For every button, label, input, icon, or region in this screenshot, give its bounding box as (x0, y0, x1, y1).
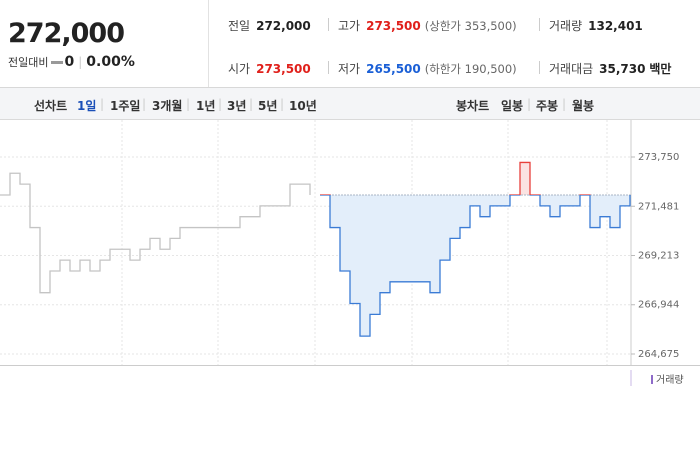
y-tick-label: 271,481 (638, 201, 679, 212)
info-item: 고가 273,500 (상한가 353,500) (328, 17, 517, 34)
tab-group-label: 선차트 (34, 99, 68, 113)
tab-group-label: 봉차트 (456, 99, 490, 113)
info-value: 35,730 (599, 62, 646, 76)
y-tick-label: 269,213 (638, 250, 679, 261)
volume-strip: 거래량 (0, 365, 700, 389)
y-tick-label: 264,675 (638, 349, 679, 360)
tab[interactable]: 1년 (196, 99, 216, 113)
info-note: (하한가 190,500) (424, 62, 517, 76)
info-label: 시가 (228, 62, 251, 76)
info-label: 전일 (228, 19, 251, 33)
tab[interactable]: 10년 (289, 99, 317, 113)
info-value: 272,000 (256, 19, 311, 33)
info-value: 273,500 (256, 62, 311, 76)
legend-swatch (651, 375, 653, 384)
tab[interactable]: 1일 (77, 99, 97, 113)
tab[interactable]: 월봉 (572, 99, 595, 113)
info-value: 273,500 (366, 19, 421, 33)
info-label: 거래대금 (549, 62, 594, 76)
change-label: 전일대비 (8, 56, 49, 69)
tab[interactable]: 3년 (227, 99, 247, 113)
tab[interactable]: 주봉 (536, 99, 559, 113)
price: 272,000 (8, 18, 125, 49)
summary-panel: 272,000 전일대비 0 | 0.00% 전일 272,000 고가 273,500(… (0, 0, 700, 88)
price-line (320, 161, 631, 337)
price-line (0, 172, 311, 294)
price-box: 272,000 전일대비 0 | 0.00% (0, 0, 209, 87)
info-label: 저가 (338, 62, 361, 76)
info-item: 거래대금 35,730 백만 (539, 60, 672, 77)
volume-legend: 거래량 (630, 370, 684, 386)
info-item: 거래량 132,401 (539, 17, 643, 34)
vertical-grid (121, 120, 608, 365)
legend-label: 거래량 (656, 374, 684, 386)
y-tick-label: 266,944 (638, 300, 679, 311)
info-note: (상한가 353,500) (424, 19, 517, 33)
info-label: 고가 (338, 19, 361, 33)
tab-bar: 선차트 1일 | 1주일 | 3개월 | 1년 | 3년 | 5년 | 10년 … (0, 88, 700, 120)
tab[interactable]: 1주일 (110, 99, 141, 113)
tab[interactable]: 일봉 (501, 99, 524, 113)
info-unit: 백만 (649, 62, 672, 76)
tab[interactable]: 5년 (258, 99, 278, 113)
info-item: 전일 272,000 (228, 17, 311, 34)
y-tick-label: 273,750 (638, 152, 679, 163)
info-item: 시가 273,500 (228, 60, 311, 77)
chart: 273,750 271,481 269,213 266,944 264,675 (0, 120, 679, 365)
info-item: 저가 265,500 (하한가 190,500) (328, 60, 517, 77)
area (320, 162, 630, 337)
info-label: 거래량 (549, 19, 583, 33)
change-rate: 0.00% (86, 54, 135, 70)
tab[interactable]: 3개월 (152, 99, 183, 113)
change: 전일대비 0 | 0.00% (8, 54, 135, 70)
change-value: 0 (64, 54, 75, 70)
info-value: 265,500 (366, 62, 421, 76)
info-value: 132,401 (588, 19, 643, 33)
